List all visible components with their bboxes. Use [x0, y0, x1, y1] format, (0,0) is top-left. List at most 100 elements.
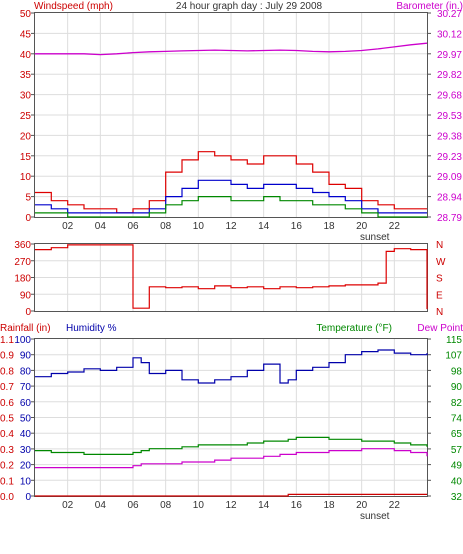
rainfall-tick-label: 0.9 — [0, 351, 14, 362]
humidity-tick-label: 70 — [20, 382, 32, 393]
hour-tick-label: 12 — [225, 221, 237, 232]
humidity-tick-label: 80 — [20, 366, 32, 377]
temperature-axis-title: Temperature (°F) — [316, 323, 392, 334]
temperature-tick-label: 49 — [451, 461, 463, 472]
sunset-marker-label: sunset — [360, 232, 390, 243]
humidity-panel-grid — [35, 339, 427, 496]
windspeed-tick-label: 5 — [25, 193, 31, 204]
wind-direction-line — [35, 244, 428, 310]
direction-tick-label: 360 — [14, 240, 31, 251]
direction-tick-label: 0 — [25, 307, 31, 318]
humidity-axis-title: Humidity % — [66, 323, 117, 334]
barometer-tick-label: 28.79 — [437, 213, 462, 224]
humidity-tick-label: 10 — [20, 476, 32, 487]
humidity-tick-label: 60 — [20, 398, 32, 409]
humidity-tick-label: 0 — [25, 492, 31, 503]
rainfall-tick-label: 0.4 — [0, 429, 14, 440]
wind-barometer-panel: 0 5 10 15 20 25 30 35 40 45 50 28.79 28.94 29.09 29.23… — [20, 1, 463, 243]
compass-tick-label: S — [436, 274, 443, 285]
rainfall-tick-label: 0.7 — [0, 382, 14, 393]
compass-tick-label: N — [436, 307, 443, 318]
rainfall-tick-label: 0.8 — [0, 366, 14, 377]
temperature-tick-label: 74 — [451, 414, 463, 425]
temperature-tick-label: 40 — [451, 476, 463, 487]
windspeed-tick-label: 15 — [20, 152, 32, 163]
hour-tick-label: 02 — [62, 221, 74, 232]
windspeed-tick-label: 40 — [20, 50, 32, 61]
sunset-marker-label: sunset — [360, 511, 390, 522]
hour-tick-label: 10 — [193, 500, 205, 511]
rainfall-tick-label: 0.6 — [0, 398, 14, 409]
graph-title: 24 hour graph day : July 29 2008 — [176, 1, 323, 12]
windspeed-tick-label: 20 — [20, 131, 32, 142]
humidity-tick-label: 40 — [20, 429, 32, 440]
barometer-tick-label: 28.94 — [437, 193, 462, 204]
hour-tick-label: 08 — [160, 500, 172, 511]
humidity-temperature-panel: 0.0 0 0.1 10 0.2 20 0.3 30 0.4 40 0.5 50 0.6 60 0.7 70 0… — [0, 323, 463, 522]
hour-tick-label: 16 — [291, 500, 303, 511]
hour-tick-label: 14 — [258, 500, 270, 511]
windspeed-tick-label: 0 — [25, 213, 31, 224]
wind-panel-axes: 0 5 10 15 20 25 30 35 40 45 50 28.79 28.94 29.09 29.23… — [20, 9, 463, 243]
barometer-tick-label: 29.68 — [437, 91, 462, 102]
temperature-tick-label: 82 — [451, 398, 463, 409]
hour-tick-label: 22 — [389, 500, 401, 511]
rainfall-line — [35, 493, 427, 497]
barometer-line — [35, 42, 428, 56]
hour-tick-label: 18 — [323, 221, 335, 232]
barometer-tick-label: 29.97 — [437, 50, 462, 61]
direction-tick-label: 270 — [14, 257, 31, 268]
temperature-tick-label: 32 — [451, 492, 463, 503]
humidity-tick-label: 50 — [20, 414, 32, 425]
rainfall-tick-label: 0.2 — [0, 461, 14, 472]
windspeed-axis-title: Windspeed (mph) — [34, 1, 113, 12]
barometer-tick-label: 29.09 — [437, 172, 462, 183]
humidity-tick-label: 100 — [14, 335, 31, 346]
hour-tick-label: 08 — [160, 221, 172, 232]
rainfall-tick-label: 0.1 — [0, 476, 14, 487]
barometer-axis-title: Barometer (in.) — [396, 1, 463, 12]
hour-tick-label: 12 — [225, 500, 237, 511]
temperature-line — [35, 436, 428, 455]
rainfall-tick-label: 1.1 — [0, 335, 14, 346]
direction-panel-series — [35, 244, 428, 310]
temperature-tick-label: 90 — [451, 382, 463, 393]
compass-tick-label: N — [436, 240, 443, 251]
compass-tick-label: E — [436, 290, 443, 301]
direction-tick-label: 90 — [20, 290, 32, 301]
barometer-tick-label: 30.27 — [437, 9, 462, 20]
windspeed-tick-label: 50 — [20, 9, 32, 20]
barometer-tick-label: 29.53 — [437, 111, 462, 122]
windspeed-tick-label: 10 — [20, 172, 32, 183]
barometer-tick-label: 29.38 — [437, 131, 462, 142]
low-line — [35, 196, 427, 218]
hour-tick-label: 04 — [95, 500, 107, 511]
humidity-tick-label: 20 — [20, 461, 32, 472]
dewpoint-line — [35, 448, 428, 469]
hour-tick-label: 20 — [356, 221, 368, 232]
temperature-tick-label: 107 — [445, 351, 462, 362]
hour-tick-label: 04 — [95, 221, 107, 232]
hour-tick-label: 22 — [389, 221, 401, 232]
rainfall-tick-label: 0.3 — [0, 445, 14, 456]
hour-tick-label: 14 — [258, 221, 270, 232]
hour-tick-label: 16 — [291, 221, 303, 232]
temperature-tick-label: 57 — [451, 445, 463, 456]
humidity-panel-axes: 0.0 0 0.1 10 0.2 20 0.3 30 0.4 40 0.5 50 0.6 60 0.7 70 0… — [0, 335, 462, 522]
hour-tick-label: 10 — [193, 221, 205, 232]
wind-panel-series — [35, 42, 428, 218]
windspeed-tick-label: 35 — [20, 70, 32, 81]
compass-tick-label: W — [436, 257, 446, 268]
direction-tick-label: 180 — [14, 274, 31, 285]
rainfall-axis-title: Rainfall (in) — [0, 323, 51, 334]
barometer-tick-label: 30.12 — [437, 29, 462, 40]
hour-tick-label: 06 — [127, 500, 139, 511]
rainfall-tick-label: 0.5 — [0, 414, 14, 425]
windspeed-tick-label: 25 — [20, 111, 32, 122]
hour-tick-label: 20 — [356, 500, 368, 511]
rainfall-tick-label: 0.0 — [0, 492, 14, 503]
windspeed-tick-label: 45 — [20, 29, 32, 40]
hour-tick-label: 02 — [62, 500, 74, 511]
